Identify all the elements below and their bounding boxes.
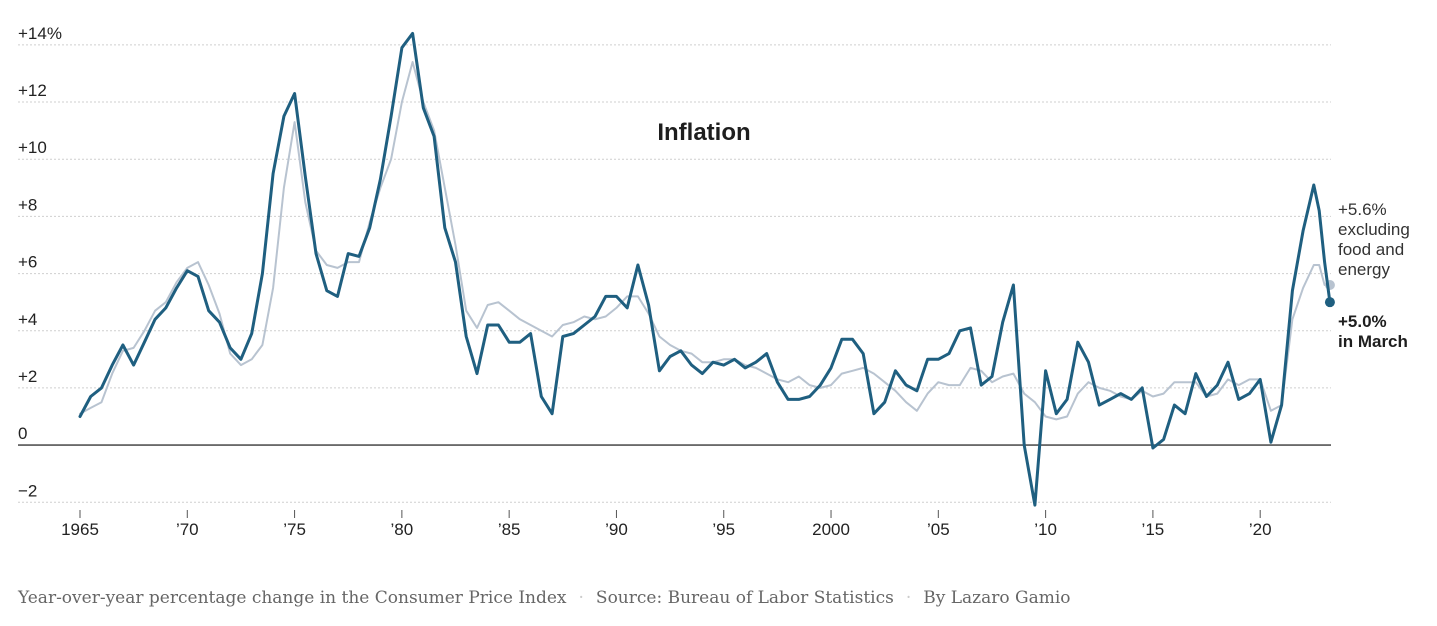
footer-byline: By Lazaro Gamio [923,588,1071,608]
footer-description: Year-over-year percentage change in the … [18,588,567,608]
x-tick-label: ’10 [1034,520,1057,539]
footer-separator: · [905,588,912,608]
y-tick-label: −2 [18,481,37,500]
series-lines [78,31,1335,507]
x-tick-label: ’05 [927,520,950,539]
y-tick-label: +14% [18,24,62,43]
y-tick-label: +8 [18,195,37,214]
core-cpi-annotation-line: +5.6% [1338,200,1387,219]
x-tick-label: ’85 [498,520,521,539]
x-axis: 1965 ’70 ’75 ’80 ’85 ’90 ’95 2000 ’05 ’10 ’15 ’20 [61,510,1272,539]
x-tick-label: 2000 [812,520,850,539]
y-tick-label: +6 [18,253,37,272]
y-tick-label: +4 [18,310,37,329]
cpi-endpoint [1324,297,1335,308]
footer-source: Source: Bureau of Labor Statistics [595,588,894,608]
core-cpi-line [79,61,1331,421]
x-tick-label: ’75 [283,520,306,539]
core-cpi-annotation-line: excluding [1338,220,1410,239]
y-tick-label: +2 [18,367,37,386]
x-tick-label: ’90 [605,520,628,539]
x-tick-label: ’95 [712,520,735,539]
x-tick-label: ’80 [391,520,414,539]
inflation-chart: +14% +12 +10 +8 +6 +4 +2 0 −2 1965 ’70 ’75 ’80 ’85 ’9… [18,24,1410,539]
y-tick-label: +12 [18,81,47,100]
core-cpi-annotation-line: energy [1338,260,1390,279]
core-cpi-annotation-line: food and [1338,240,1404,259]
x-tick-label: ’70 [176,520,199,539]
gridlines [18,44,1331,503]
x-tick-label: ’20 [1249,520,1272,539]
y-tick-label: 0 [18,424,27,443]
chart-footer: Year-over-year percentage change in the … [18,588,1071,608]
y-axis: +14% +12 +10 +8 +6 +4 +2 0 −2 [18,24,62,500]
cpi-annotation-line: +5.0% [1338,312,1387,331]
chart-title: Inflation [657,119,750,146]
x-tick-label: ’15 [1142,520,1165,539]
x-tick-label: 1965 [61,520,99,539]
y-tick-label: +10 [18,138,47,157]
cpi-annotation-line: in March [1338,332,1408,351]
footer-separator: · [578,588,584,608]
cpi-line [78,31,1332,507]
